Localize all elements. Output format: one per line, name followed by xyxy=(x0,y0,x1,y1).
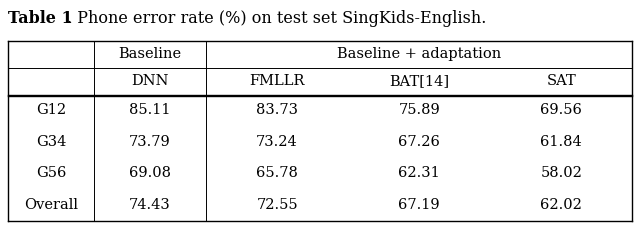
Text: BAT[14]: BAT[14] xyxy=(389,74,449,88)
Text: 73.79: 73.79 xyxy=(129,135,171,149)
Text: 69.56: 69.56 xyxy=(540,103,582,117)
Text: 65.78: 65.78 xyxy=(256,166,298,180)
Text: Baseline: Baseline xyxy=(118,47,182,61)
Text: SAT: SAT xyxy=(547,74,576,88)
Text: 62.31: 62.31 xyxy=(398,166,440,180)
Text: 62.02: 62.02 xyxy=(540,198,582,212)
Text: Overall: Overall xyxy=(24,198,78,212)
Text: Baseline + adaptation: Baseline + adaptation xyxy=(337,47,501,61)
Text: FMLLR: FMLLR xyxy=(250,74,305,88)
Text: 83.73: 83.73 xyxy=(256,103,298,117)
Text: 74.43: 74.43 xyxy=(129,198,171,212)
Text: 73.24: 73.24 xyxy=(256,135,298,149)
Text: 61.84: 61.84 xyxy=(540,135,582,149)
Text: 67.26: 67.26 xyxy=(398,135,440,149)
Text: G12: G12 xyxy=(36,103,66,117)
Text: . Phone error rate (%) on test set SingKids-English.: . Phone error rate (%) on test set SingK… xyxy=(67,10,486,27)
Text: 58.02: 58.02 xyxy=(540,166,582,180)
Text: DNN: DNN xyxy=(131,74,169,88)
Text: 67.19: 67.19 xyxy=(398,198,440,212)
Text: 69.08: 69.08 xyxy=(129,166,171,180)
Text: 75.89: 75.89 xyxy=(398,103,440,117)
Text: 72.55: 72.55 xyxy=(256,198,298,212)
Text: 85.11: 85.11 xyxy=(129,103,171,117)
Text: G56: G56 xyxy=(36,166,66,180)
Text: Table 1: Table 1 xyxy=(8,10,72,27)
Text: G34: G34 xyxy=(36,135,66,149)
